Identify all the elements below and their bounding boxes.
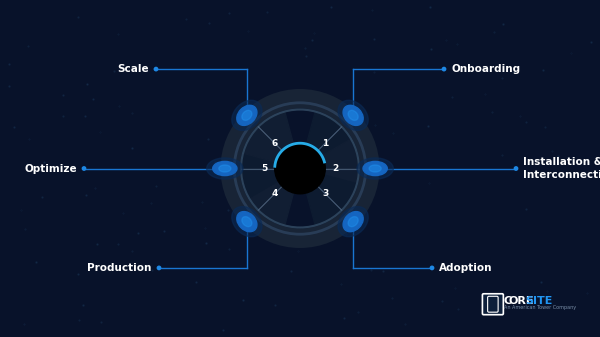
Ellipse shape bbox=[369, 165, 381, 172]
Polygon shape bbox=[300, 139, 359, 198]
Text: Adoption: Adoption bbox=[439, 263, 493, 273]
Polygon shape bbox=[300, 168, 357, 225]
Text: 3: 3 bbox=[322, 189, 328, 198]
Ellipse shape bbox=[219, 165, 231, 172]
Circle shape bbox=[154, 67, 158, 71]
Text: Installation &
Interconnection: Installation & Interconnection bbox=[523, 157, 600, 180]
Text: Optimize: Optimize bbox=[24, 163, 77, 174]
Text: 5: 5 bbox=[262, 164, 268, 173]
Text: 2: 2 bbox=[332, 164, 338, 173]
Polygon shape bbox=[241, 139, 300, 198]
Circle shape bbox=[157, 266, 161, 270]
Text: C: C bbox=[504, 296, 512, 306]
Circle shape bbox=[275, 143, 325, 194]
Ellipse shape bbox=[348, 217, 358, 227]
Text: Onboarding: Onboarding bbox=[451, 64, 520, 74]
Text: Scale: Scale bbox=[117, 64, 149, 74]
Ellipse shape bbox=[206, 158, 243, 179]
Circle shape bbox=[82, 167, 86, 170]
Ellipse shape bbox=[242, 217, 252, 227]
Text: SITE: SITE bbox=[526, 296, 553, 306]
FancyBboxPatch shape bbox=[482, 294, 503, 315]
Ellipse shape bbox=[237, 105, 257, 125]
Polygon shape bbox=[300, 112, 357, 168]
Text: 4: 4 bbox=[272, 189, 278, 198]
Ellipse shape bbox=[338, 100, 368, 130]
Text: Production: Production bbox=[88, 263, 152, 273]
Text: An American Tower Company: An American Tower Company bbox=[504, 305, 576, 310]
Polygon shape bbox=[243, 168, 300, 225]
Ellipse shape bbox=[213, 161, 237, 176]
Circle shape bbox=[442, 67, 446, 71]
Text: 1: 1 bbox=[322, 139, 328, 148]
Ellipse shape bbox=[242, 110, 252, 120]
Ellipse shape bbox=[232, 100, 262, 130]
Ellipse shape bbox=[232, 207, 262, 237]
Ellipse shape bbox=[357, 158, 394, 179]
Circle shape bbox=[430, 266, 434, 270]
Circle shape bbox=[514, 167, 518, 170]
Polygon shape bbox=[243, 112, 300, 168]
Ellipse shape bbox=[237, 212, 257, 232]
Text: 6: 6 bbox=[272, 139, 278, 148]
Ellipse shape bbox=[338, 207, 368, 237]
Ellipse shape bbox=[348, 110, 358, 120]
Text: ORE: ORE bbox=[509, 296, 534, 306]
Ellipse shape bbox=[343, 212, 363, 232]
Ellipse shape bbox=[343, 105, 363, 125]
Ellipse shape bbox=[363, 161, 387, 176]
